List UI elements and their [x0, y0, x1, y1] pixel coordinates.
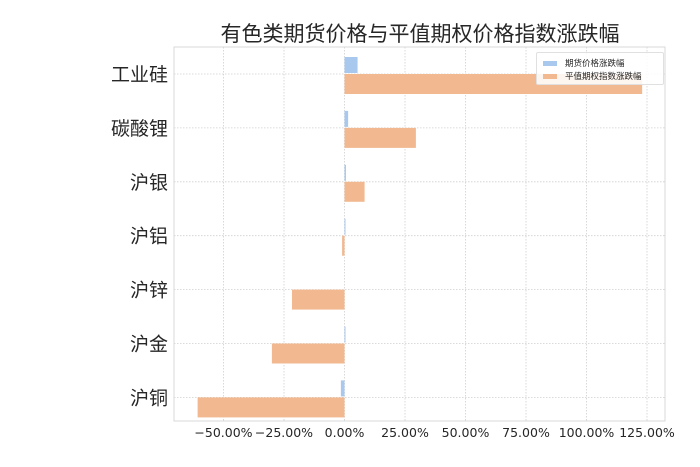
x-tick-label: −50.00% — [194, 425, 252, 440]
x-tick-label: 0.00% — [325, 425, 365, 440]
bar-futures — [344, 326, 346, 343]
x-tick-label: 125.00% — [619, 425, 675, 440]
y-category-label: 沪铝 — [130, 226, 168, 248]
bar-options — [342, 235, 345, 256]
y-category-label: 沪锌 — [130, 280, 168, 302]
x-axis-ticks: −50.00% −25.00% 0.00% 25.00% 50.00% 75.00% 100… — [194, 425, 674, 440]
y-category-label: 碳酸锂 — [111, 118, 168, 140]
legend-swatch-options — [543, 73, 557, 79]
bar-futures — [344, 110, 349, 127]
y-category-label: 沪银 — [130, 172, 168, 194]
bar-futures — [340, 380, 345, 397]
x-tick-label: 100.00% — [559, 425, 615, 440]
y-category-label: 工业硅 — [111, 64, 168, 86]
legend-item-options: 平值期权指数涨跌幅 — [543, 70, 642, 82]
y-category-label: 沪金 — [130, 334, 168, 356]
x-tick-label: −25.00% — [255, 425, 313, 440]
bars — [197, 57, 643, 418]
bar-options — [271, 343, 345, 364]
x-tick-label: 75.00% — [502, 425, 550, 440]
grid-lines — [174, 47, 665, 421]
legend: 期货价格涨跌幅 平值期权指数涨跌幅 — [536, 52, 664, 85]
legend-item-futures: 期货价格涨跌幅 — [543, 57, 625, 69]
bar-options — [291, 289, 345, 310]
plot-frame — [173, 46, 666, 422]
legend-swatch-futures — [543, 60, 557, 66]
bar-options — [344, 181, 365, 202]
x-tick-label: 25.00% — [381, 425, 429, 440]
x-tick-label: 50.00% — [442, 425, 490, 440]
bar-options — [197, 397, 345, 418]
bar-futures — [344, 218, 346, 235]
legend-label-options: 平值期权指数涨跌幅 — [565, 72, 642, 82]
bar-options — [344, 127, 416, 148]
bar-futures — [344, 164, 346, 181]
bar-futures — [344, 57, 358, 73]
y-category-label: 沪铜 — [130, 387, 168, 409]
chart-title: 有色类期货价格与平值期权价格指数涨跌幅 — [220, 22, 620, 46]
legend-label-futures: 期货价格涨跌幅 — [565, 59, 625, 69]
